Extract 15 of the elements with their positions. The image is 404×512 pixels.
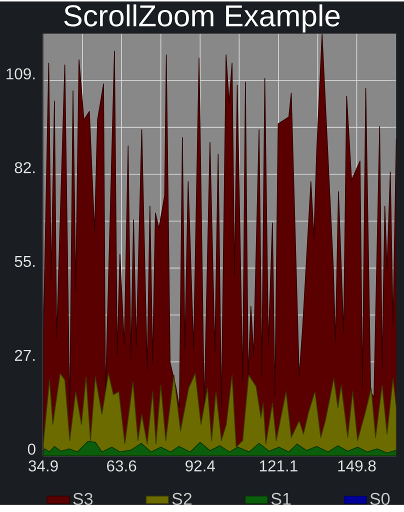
y-tick-label: 0	[28, 444, 36, 455]
legend-label: S1	[271, 492, 291, 505]
legend-label: S3	[73, 492, 92, 505]
x-tick-label: 121.1	[260, 460, 298, 472]
y-tick-label: 27.	[14, 350, 34, 361]
x-tick-label: 92.4	[185, 460, 215, 472]
x-tick-label: 63.6	[106, 460, 136, 472]
x-tick-label: 149.8	[338, 460, 376, 472]
y-tick-label: 109.	[6, 68, 34, 80]
legend-label: S2	[172, 492, 192, 505]
x-tick-label: 34.9	[28, 460, 58, 472]
y-tick-label: 82.	[14, 162, 34, 174]
legend-label: S0	[370, 492, 390, 505]
chart-title: ScrollZoom Example	[64, 4, 340, 32]
y-tick-label: 55.	[14, 256, 34, 267]
